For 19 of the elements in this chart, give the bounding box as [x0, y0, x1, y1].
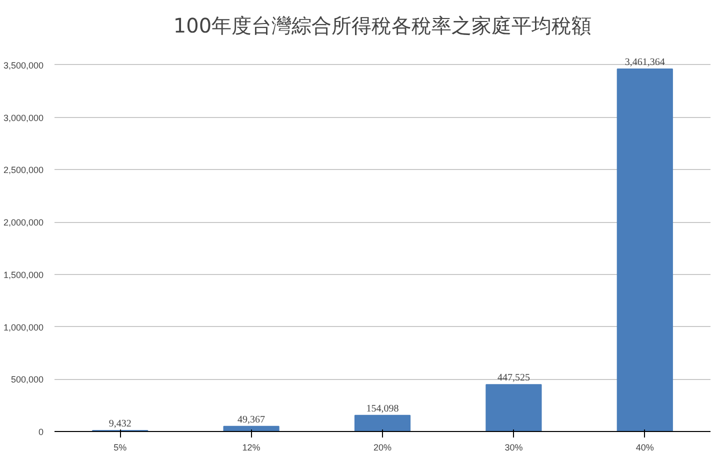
x-tick-label: 20%: [373, 442, 392, 452]
y-tick-label: 1,500,000: [3, 270, 44, 280]
x-tick-label: 12%: [242, 442, 260, 452]
data-label: 447,525: [497, 372, 530, 384]
data-label: 3,461,364: [624, 57, 665, 68]
y-tick-label: 0: [38, 427, 44, 437]
x-tick-label: 40%: [636, 442, 654, 452]
y-tick-label: 3,000,000: [3, 112, 44, 123]
data-label: 154,098: [366, 403, 399, 414]
y-tick-label: 2,000,000: [3, 218, 44, 228]
chart-title: 100年度台灣綜合所得稅各稅率之家庭平均稅額: [173, 14, 592, 38]
x-tick-label: 30%: [504, 442, 523, 452]
y-tick-label: 500,000: [10, 374, 44, 385]
y-tick-label: 3,500,000: [3, 60, 44, 70]
data-label: 49,367: [238, 414, 266, 426]
y-tick-label: 2,500,000: [3, 165, 44, 176]
y-tick-label: 1,000,000: [3, 322, 44, 332]
data-label: 9,432: [108, 418, 132, 430]
x-tick-label: 5%: [114, 442, 127, 452]
